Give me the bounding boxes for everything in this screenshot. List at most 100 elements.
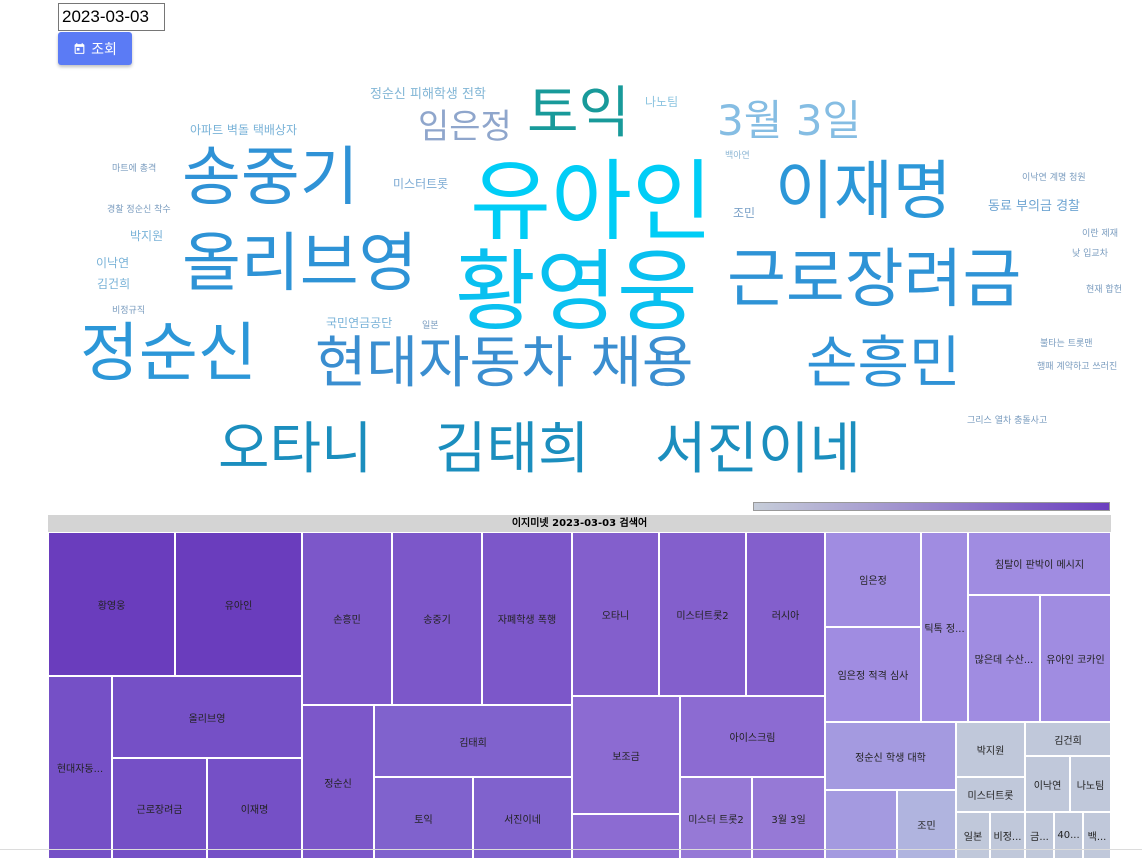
wordcloud-word: 이란 제재 xyxy=(1082,229,1118,239)
wordcloud-word: 올리브영 xyxy=(182,227,418,301)
query-button-label: 조회 xyxy=(91,41,117,58)
treemap-tile-label: 손흥민 xyxy=(333,615,361,626)
treemap-tile[interactable]: 정순신 xyxy=(302,705,374,859)
query-button[interactable]: 조회 xyxy=(58,32,132,65)
treemap-tile[interactable]: 임은정 적격 심사 xyxy=(825,627,921,722)
treemap-tile[interactable]: 이재명 xyxy=(207,758,302,859)
color-legend-bar xyxy=(753,502,1110,511)
wordcloud-word: 근로장려금 xyxy=(727,243,1022,317)
treemap-tile[interactable] xyxy=(825,790,897,859)
treemap-tile[interactable] xyxy=(572,814,680,859)
treemap-tile-label: 틱톡 정... xyxy=(924,623,965,635)
treemap-tile-label: 비정... xyxy=(993,832,1022,843)
treemap-tile[interactable]: 올리브영 xyxy=(112,676,302,758)
treemap-tile-label: 유아인 코카인 xyxy=(1046,655,1105,666)
treemap-tile-label: 이재명 xyxy=(240,805,269,816)
treemap-tile-label: 서진이네 xyxy=(504,814,541,826)
treemap-tile[interactable]: 미스터 트롯2 xyxy=(680,777,752,859)
treemap-tile[interactable]: 자폐학생 폭행 xyxy=(482,532,572,705)
treemap-tile[interactable]: 러시아 xyxy=(746,532,825,696)
treemap-tile-label: 이낙연 xyxy=(1033,780,1062,792)
treemap-tile[interactable]: 일본 xyxy=(956,812,990,859)
wordcloud-word: 유아인 xyxy=(470,150,713,253)
wordcloud-word: 나노팀 xyxy=(645,95,679,109)
wordcloud-word: 정순신 피해학생 전학 xyxy=(370,87,486,102)
treemap-tile[interactable]: 김태희 xyxy=(374,705,572,777)
treemap-tile-label: 오타니 xyxy=(601,610,630,622)
wordcloud-word: 박지원 xyxy=(130,229,164,243)
treemap-tile[interactable]: 나노팀 xyxy=(1070,756,1111,812)
treemap-tile-label: 김태희 xyxy=(459,737,487,749)
wordcloud-word: 행패 계약하고 쓰러진 xyxy=(1037,362,1118,372)
treemap-tile[interactable]: 금... xyxy=(1025,812,1054,859)
treemap-tile[interactable]: 미스터트롯 xyxy=(956,777,1025,812)
wordcloud-word: 낮 입교차 xyxy=(1072,249,1108,259)
treemap-tile-label: 근로장려금 xyxy=(136,805,183,816)
treemap-tile[interactable]: 임은정 xyxy=(825,532,921,627)
treemap-tile-label: 송중기 xyxy=(423,615,451,626)
treemap-tile-label: 미스터 트롯2 xyxy=(688,814,744,826)
wordcloud-word: 서진이네 xyxy=(655,417,862,482)
wordcloud-word: 이낙연 xyxy=(96,256,130,270)
treemap-tile-label: 김건희 xyxy=(1054,735,1082,747)
wordcloud-word: 그리스 열차 충돌사고 xyxy=(967,416,1048,426)
treemap-tile-label: 미스터트롯2 xyxy=(676,610,729,622)
wordcloud-word: 김건희 xyxy=(97,277,131,291)
treemap-tile[interactable]: 현대자동... xyxy=(48,676,112,859)
wordcloud-word: 경찰 정순신 착수 xyxy=(107,205,171,215)
wordcloud-word: 오타니 xyxy=(218,417,373,482)
treemap-tile-label: 보조금 xyxy=(612,751,640,763)
treemap-tile[interactable]: 비정... xyxy=(990,812,1025,859)
wordcloud-word: 이재명 xyxy=(775,155,952,229)
treemap-tile[interactable]: 3월 3일 xyxy=(752,777,825,859)
treemap-tile[interactable]: 황영웅 xyxy=(48,532,175,676)
treemap-tile[interactable]: 송중기 xyxy=(392,532,482,705)
wordcloud-word: 마트에 총격 xyxy=(112,164,157,174)
treemap-tile[interactable]: 미스터트롯2 xyxy=(659,532,746,696)
treemap-tile-label: 40... xyxy=(1057,830,1080,841)
treemap-tile[interactable]: 박지원 xyxy=(956,722,1025,777)
treemap-tile[interactable]: 침탈이 판박이 메시지 xyxy=(968,532,1111,595)
treemap-tile-label: 아이스크림 xyxy=(729,733,776,744)
date-input[interactable] xyxy=(58,3,165,31)
wordcloud-word: 3월 3일 xyxy=(717,96,862,145)
wordcloud-word: 국민연금공단 xyxy=(326,316,393,330)
treemap-tile[interactable]: 보조금 xyxy=(572,696,680,814)
wordcloud-word: 이낙연 계명 청원 xyxy=(1022,173,1086,183)
treemap-tile[interactable]: 유아인 xyxy=(175,532,302,676)
treemap-tile-label: 유아인 xyxy=(224,600,253,612)
treemap-tile[interactable]: 오타니 xyxy=(572,532,659,696)
treemap-tile[interactable]: 아이스크림 xyxy=(680,696,825,777)
treemap-tile-label: 금... xyxy=(1030,832,1049,843)
treemap-tile[interactable]: 정순신 학생 대학 xyxy=(825,722,956,790)
treemap-tile-label: 올리브영 xyxy=(188,713,226,725)
wordcloud-word: 아파트 벽돌 택배상자 xyxy=(190,123,297,137)
treemap-tile-label: 러시아 xyxy=(771,610,800,622)
wordcloud-word: 정순신 xyxy=(80,317,257,391)
treemap-tile[interactable]: 틱톡 정... xyxy=(921,532,968,722)
wordcloud-word: 송중기 xyxy=(182,141,359,215)
treemap-tile[interactable]: 근로장려금 xyxy=(112,758,207,859)
treemap-tile[interactable]: 유아인 코카인 xyxy=(1040,595,1111,722)
treemap-tile[interactable]: 백... xyxy=(1083,812,1111,859)
wordcloud-word: 김태희 xyxy=(435,417,590,482)
wordcloud-word: 비정규직 xyxy=(112,306,146,316)
treemap-tile-label: 정순신 학생 대학 xyxy=(855,752,926,764)
treemap-tile[interactable]: 손흥민 xyxy=(302,532,392,705)
treemap-tile[interactable]: 조민 xyxy=(897,790,956,859)
treemap-tile-label: 미스터트롯 xyxy=(967,791,1014,802)
wordcloud-word: 백아연 xyxy=(725,151,750,161)
treemap-tile-label: 황영웅 xyxy=(97,600,126,612)
treemap-tile[interactable]: 많은데 수산... xyxy=(968,595,1040,722)
treemap-tile[interactable]: 40... xyxy=(1054,812,1083,859)
treemap-tile-label: 현대자동... xyxy=(56,764,104,775)
treemap-tile-label: 조민 xyxy=(917,821,936,832)
treemap-tile[interactable]: 김건희 xyxy=(1025,722,1111,756)
word-cloud: 유아인 황영웅 송중기 이재명 올리브영 근로장려금 정순신 현대자동차 채용 손흥민 오타니 김태… xyxy=(0,70,1142,500)
treemap-tile[interactable]: 이낙연 xyxy=(1025,756,1070,812)
treemap-tile-label: 자폐학생 폭행 xyxy=(497,615,557,626)
divider xyxy=(0,849,1142,850)
wordcloud-word: 현재 합헌 xyxy=(1086,285,1122,295)
treemap-tile[interactable]: 서진이네 xyxy=(473,777,572,859)
treemap-tile[interactable]: 토익 xyxy=(374,777,473,859)
